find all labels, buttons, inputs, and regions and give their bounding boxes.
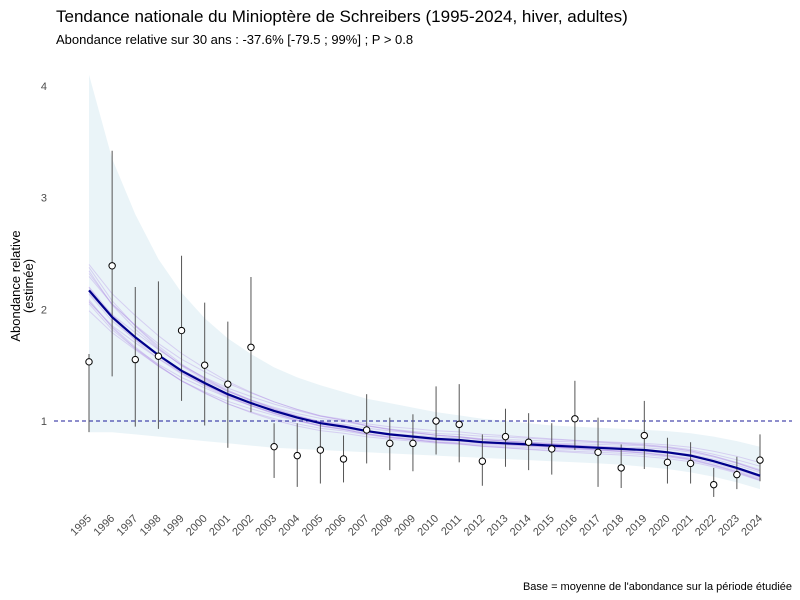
x-tick-label: 2021 [670, 513, 696, 539]
x-axis-ticks: 1995199619971998199920002001200220032004… [68, 513, 765, 539]
x-tick-label: 2012 [462, 513, 488, 539]
data-point [733, 470, 741, 479]
data-point [663, 458, 672, 467]
chart-title: Tendance nationale du Minioptère de Schr… [56, 7, 628, 26]
simulation-line [88, 273, 761, 467]
data-point [108, 262, 116, 270]
x-tick-label: 2002 [230, 513, 256, 539]
data-point [131, 355, 139, 364]
x-tick-label: 1998 [138, 513, 164, 539]
data-point [571, 415, 579, 423]
y-tick-label: 3 [41, 193, 47, 205]
simulation-line [88, 270, 761, 471]
x-tick-label: 2010 [415, 513, 441, 539]
data-point [85, 358, 93, 366]
simulation-line [88, 276, 761, 472]
x-tick-label: 1999 [161, 513, 187, 539]
data-point [617, 464, 625, 472]
x-tick-label: 1995 [68, 513, 94, 539]
observed-points-group [85, 262, 764, 489]
x-tick-label: 2019 [624, 513, 650, 539]
y-axis-title-line2: (estimée) [21, 259, 36, 313]
x-tick-label: 2007 [346, 513, 372, 539]
data-point [455, 420, 463, 429]
x-tick-label: 2020 [647, 513, 673, 539]
trend-line-group [88, 289, 761, 477]
data-point [478, 457, 487, 465]
data-point [594, 448, 602, 456]
simulation-line [88, 310, 761, 482]
chart-caption: Base = moyenne de l'abondance sur la pér… [523, 581, 792, 593]
x-tick-label: 2018 [600, 513, 626, 539]
data-point [548, 445, 556, 453]
data-point [362, 426, 371, 434]
x-tick-label: 1997 [115, 513, 141, 539]
data-point [386, 439, 394, 448]
x-tick-label: 2015 [531, 513, 557, 539]
x-tick-label: 2022 [693, 513, 719, 539]
x-tick-label: 2024 [739, 513, 765, 539]
data-point [339, 455, 348, 463]
x-tick-label: 2001 [207, 513, 233, 539]
data-point [154, 352, 163, 360]
y-axis-title-line1: Abondance relative [8, 230, 23, 341]
y-tick-label: 1 [41, 416, 47, 428]
simulation-line [88, 264, 761, 464]
data-point [177, 326, 186, 335]
simulation-line [88, 267, 761, 472]
simulation-line [88, 300, 761, 481]
data-point [501, 432, 510, 441]
x-tick-label: 2011 [439, 513, 464, 538]
data-point [686, 459, 695, 468]
y-tick-label: 2 [41, 304, 47, 316]
x-tick-label: 2016 [554, 513, 580, 539]
data-point [409, 439, 417, 448]
simulation-line [88, 303, 761, 479]
x-tick-label: 1996 [91, 513, 117, 539]
confidence-ribbon [89, 74, 760, 490]
y-axis-title: Abondance relative (estimée) [8, 230, 36, 341]
chart-subtitle: Abondance relative sur 30 ans : -37.6% [… [56, 32, 413, 47]
data-point [432, 417, 440, 425]
data-point [524, 438, 533, 446]
trend-line [88, 289, 761, 477]
data-point [316, 446, 325, 454]
data-point [293, 451, 301, 460]
x-tick-label: 2014 [508, 513, 534, 539]
x-tick-label: 2004 [277, 513, 303, 539]
y-tick-label: 4 [41, 81, 47, 93]
data-point [756, 456, 764, 464]
x-tick-label: 2009 [392, 513, 418, 539]
x-tick-label: 2023 [716, 513, 742, 539]
x-tick-label: 2006 [323, 513, 349, 539]
data-point [270, 442, 278, 451]
x-tick-label: 2008 [369, 513, 395, 539]
x-tick-label: 2017 [577, 513, 603, 539]
data-point [710, 480, 718, 489]
y-axis-ticks: 1 2 3 4 [41, 81, 47, 428]
x-tick-label: 2005 [300, 513, 326, 539]
x-tick-label: 2003 [253, 513, 279, 539]
data-point [247, 343, 255, 351]
simulation-line [88, 301, 761, 478]
data-point [640, 431, 649, 440]
confidence-ribbon-group [89, 74, 760, 490]
simulation-line [88, 299, 761, 481]
x-tick-label: 2013 [485, 513, 511, 539]
data-point [200, 361, 209, 369]
x-tick-label: 2000 [184, 513, 210, 539]
data-point [224, 380, 232, 388]
